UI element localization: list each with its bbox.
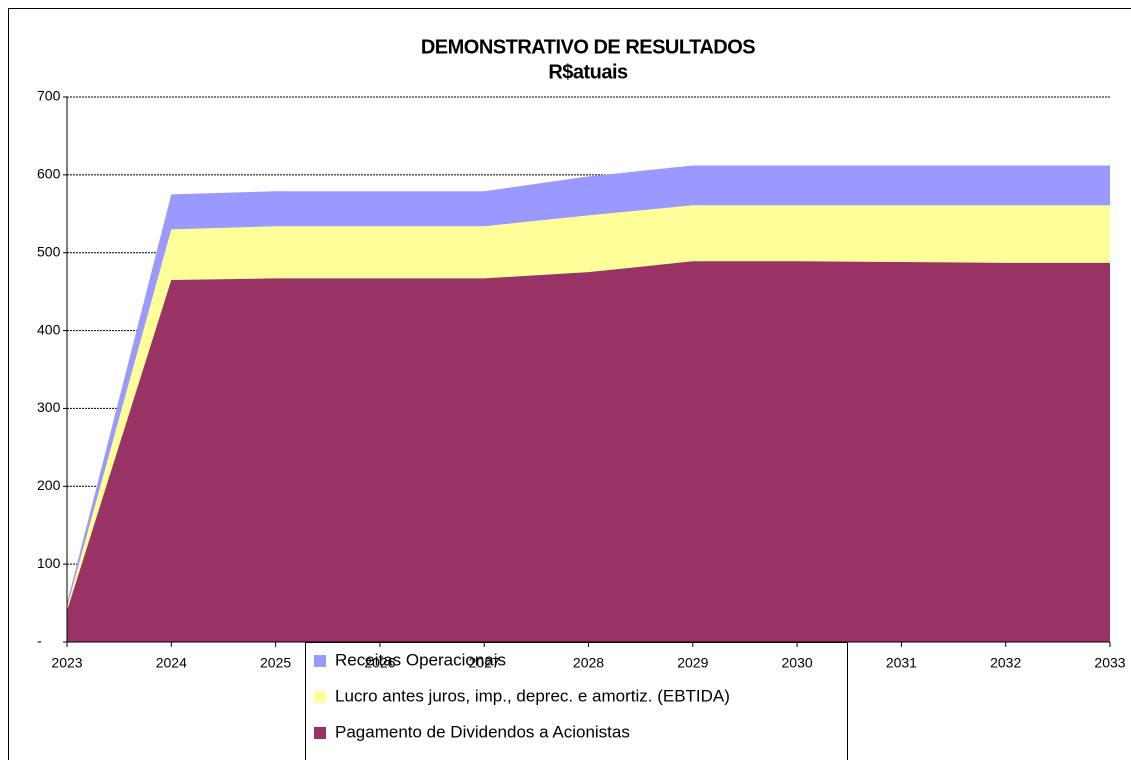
chart-subtitle: R$atuais — [548, 61, 628, 83]
y-tick-label: - — [37, 633, 42, 649]
x-tick-label: 2025 — [260, 655, 291, 671]
legend-swatch — [314, 691, 326, 703]
x-tick-label: 2030 — [782, 655, 813, 671]
legend-label: Receitas Operacionais — [335, 650, 506, 669]
legend-label: Lucro antes juros, imp., deprec. e amort… — [335, 686, 730, 705]
x-tick-label: 2033 — [1094, 655, 1125, 671]
y-tick-label: 300 — [37, 399, 61, 415]
legend-swatch — [314, 727, 326, 739]
x-tick-label: 2023 — [51, 655, 82, 671]
y-tick-label: 100 — [37, 555, 61, 571]
y-tick-label: 500 — [37, 243, 61, 259]
x-tick-label: 2032 — [990, 655, 1021, 671]
x-tick-label: 2024 — [156, 655, 187, 671]
x-tick-label: 2026 — [364, 655, 395, 671]
chart-title: DEMONSTRATIVO DE RESULTADOS — [421, 36, 755, 58]
legend-label: Pagamento de Dividendos a Acionistas — [335, 722, 630, 741]
y-tick-label: 200 — [37, 477, 61, 493]
legend-swatch — [314, 655, 326, 667]
x-tick-label: 2029 — [677, 655, 708, 671]
x-tick-label: 2028 — [573, 655, 604, 671]
y-tick-label: 700 — [37, 88, 61, 104]
x-tick-label: 2031 — [886, 655, 917, 671]
y-tick-label: 400 — [37, 321, 61, 337]
y-tick-label: 600 — [37, 166, 61, 182]
x-tick-label: 2027 — [469, 655, 500, 671]
legend-box — [305, 642, 848, 760]
area — [67, 261, 1110, 642]
